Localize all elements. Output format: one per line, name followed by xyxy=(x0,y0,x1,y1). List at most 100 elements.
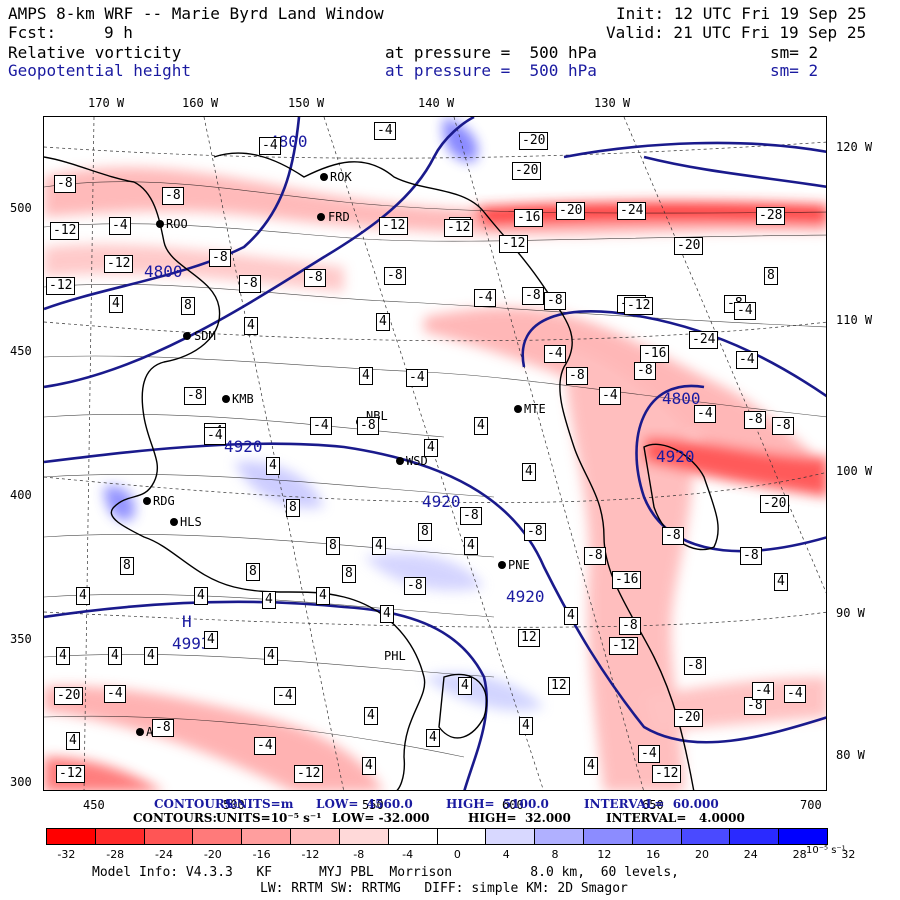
vorticity-contour-label: 4 xyxy=(66,732,80,750)
forecast-label: Fcst: xyxy=(8,23,57,42)
colorbar-tick-label: 28 xyxy=(792,848,807,861)
vorticity-contour-label: 8 xyxy=(326,537,340,555)
height-contour-prefix: CONTOURS: xyxy=(154,797,238,811)
height-contour-high: HIGH= 5100.0 xyxy=(446,797,549,811)
height-label: 4800 xyxy=(144,262,183,281)
station-label: SDM xyxy=(194,329,216,343)
top-axis-label: 150 W xyxy=(288,96,325,110)
vorticity-contour-label: 4 xyxy=(194,587,208,605)
physics-info: LW: RRTM SW: RRTMG DIFF: simple KM: 2D S… xyxy=(260,881,628,896)
vorticity-contour-label: -4 xyxy=(406,369,428,387)
station-markers xyxy=(136,173,522,736)
colorbar-swatch xyxy=(485,828,536,845)
colorbar-tick-label: -20 xyxy=(203,848,222,861)
vorticity-shading xyxy=(44,117,826,790)
height-contour-low: LOW= 4560.0 xyxy=(316,797,413,811)
vorticity-contour-label: 4 xyxy=(474,417,488,435)
field2-level: at pressure = 500 hPa xyxy=(385,61,597,80)
field1-level: at pressure = 500 hPa xyxy=(385,43,597,62)
height-contour-interval: INTERVAL= 60.000 xyxy=(584,797,719,811)
colorbar-tick-label: 24 xyxy=(743,848,758,861)
vorticity-contour-label: -8 xyxy=(772,417,794,435)
bottom-axis-label: 450 xyxy=(83,798,105,812)
vorticity-contour-label: 4 xyxy=(426,729,440,747)
vorticity-contour-label: 4 xyxy=(364,707,378,725)
vorticity-contour-label: -8 xyxy=(684,657,706,675)
station-label: RDG xyxy=(153,494,175,508)
vorticity-contour-label: 4 xyxy=(56,647,70,665)
vorticity-contour-label: 4 xyxy=(584,757,598,775)
vorticity-contour-label: -4 xyxy=(254,737,276,755)
vorticity-contour-label: -8 xyxy=(544,292,566,310)
vorticity-contour-label: -8 xyxy=(304,269,326,287)
field1-smoothing: sm= 2 xyxy=(770,43,819,62)
colorbar-tick-label: 32 xyxy=(841,848,856,861)
colorbar-tick-label: 16 xyxy=(646,848,661,861)
station-label: WSD xyxy=(406,454,428,468)
forecast-hour: 9 h xyxy=(104,23,133,42)
field2-smoothing: sm= 2 xyxy=(770,61,819,80)
right-axis-label: 90 W xyxy=(836,606,865,620)
vorticity-contour-label: -4 xyxy=(374,122,396,140)
vorticity-contour-label: -12 xyxy=(56,765,86,783)
vorticity-contour-label: 4 xyxy=(108,647,122,665)
vort-contour-low: LOW= -32.000 xyxy=(332,811,430,825)
vorticity-contour-label: -8 xyxy=(357,417,379,435)
vorticity-contour-label: -16 xyxy=(514,209,544,227)
vorticity-contour-label: -8 xyxy=(584,547,606,565)
top-axis-label: 140 W xyxy=(418,96,455,110)
colorbar-swatch xyxy=(534,828,584,845)
vorticity-contour-label: -12 xyxy=(50,222,80,240)
vorticity-contour-label: 8 xyxy=(342,565,356,583)
vorticity-contour-label: -4 xyxy=(204,427,226,445)
vorticity-contour-label: -12 xyxy=(104,255,134,273)
vorticity-contour-label: 8 xyxy=(246,563,260,581)
colorbar-tick-label: 20 xyxy=(694,848,709,861)
colorbar-tick-label: -16 xyxy=(252,848,271,861)
bottom-axis-label: 650 xyxy=(642,798,664,812)
right-axis-label: 100 W xyxy=(836,464,873,478)
vorticity-contour-label: 4 xyxy=(564,607,578,625)
station-label: MTE xyxy=(524,402,546,416)
vorticity-contour-label: 4 xyxy=(774,573,788,591)
vorticity-contour-label: -4 xyxy=(544,345,566,363)
vorticity-contour-label: 8 xyxy=(764,267,778,285)
colorbar-swatch xyxy=(46,828,96,845)
vorticity-contour-label: 4 xyxy=(458,677,472,695)
vorticity-contour-label: -4 xyxy=(694,405,716,423)
vorticity-contour-label: -24 xyxy=(617,202,647,220)
vorticity-contour-label: -12 xyxy=(444,219,474,237)
colorbar-tick-label: -28 xyxy=(106,848,125,861)
colorbar-tick-label: 12 xyxy=(597,848,612,861)
vorticity-contour-label: -8 xyxy=(619,617,641,635)
height-label: 4800 xyxy=(662,389,701,408)
vorticity-contour-label: 8 xyxy=(181,297,195,315)
vorticity-contour-label: 4 xyxy=(362,757,376,775)
colorbar-swatch xyxy=(582,828,633,845)
colorbar-unit: 10⁻⁵ s⁻¹ xyxy=(806,845,846,856)
map-panel: ROO FRD ROK SDM KMB NBL WSD MTE RDG HLS … xyxy=(43,116,827,791)
vorticity-contour-label: -8 xyxy=(152,719,174,737)
vorticity-contour-label: -20 xyxy=(519,132,549,150)
vorticity-contour-label: -28 xyxy=(756,207,786,225)
vorticity-contour-label: 4 xyxy=(380,605,394,623)
vorticity-contour-label: -24 xyxy=(689,331,719,349)
height-label: 4920 xyxy=(656,447,695,466)
station-label: PNE xyxy=(508,558,530,572)
vorticity-contour-label: 4 xyxy=(522,463,536,481)
colorbar-tick-label: 0 xyxy=(453,848,461,861)
vorticity-contour-label: -8 xyxy=(384,267,406,285)
colorbar-swatch xyxy=(338,828,389,845)
vorticity-contour-label: -20 xyxy=(760,495,790,513)
vorticity-contour-label: -12 xyxy=(379,217,409,235)
vorticity-contour-label: -4 xyxy=(752,682,774,700)
map-canvas xyxy=(44,117,826,790)
vorticity-contour-label: -12 xyxy=(46,277,76,295)
vorticity-contour-label: -4 xyxy=(784,685,806,703)
colorbar-swatch xyxy=(290,828,340,845)
left-axis-label: 350 xyxy=(10,632,32,646)
vorticity-contour-label: 4 xyxy=(376,313,390,331)
vorticity-contour-label: -8 xyxy=(744,411,766,429)
vorticity-contour-label: 8 xyxy=(418,523,432,541)
height-label: 4920 xyxy=(422,492,461,511)
